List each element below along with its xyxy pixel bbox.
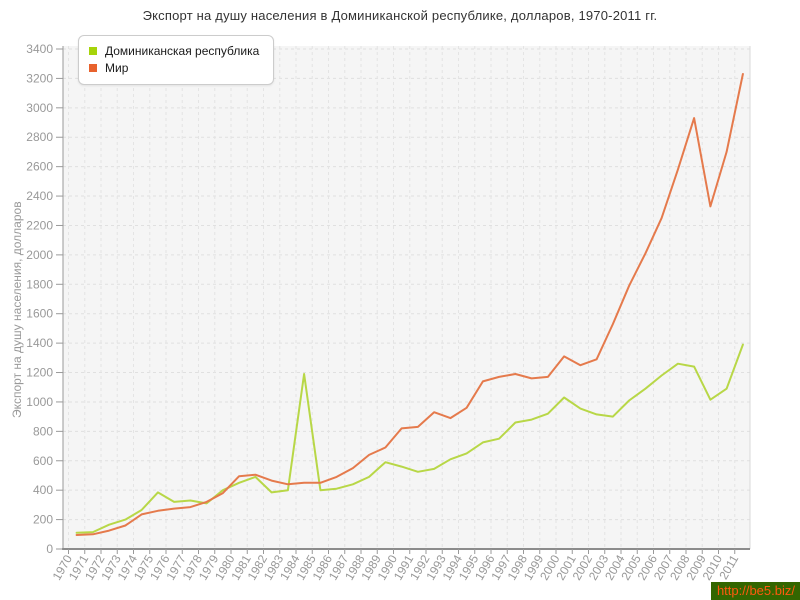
y-tick-label: 800 (33, 424, 53, 438)
y-tick-label: 1200 (26, 366, 53, 380)
y-tick-label: 600 (33, 454, 53, 468)
y-tick-label: 2200 (26, 218, 53, 232)
legend-item: Доминиканская республика (89, 44, 259, 58)
series-line-dominican-republic (75, 343, 744, 534)
y-tick-label: 2600 (26, 160, 53, 174)
y-tick-label: 3200 (26, 71, 53, 85)
y-tick-label: 2400 (26, 189, 53, 203)
legend-item: Мир (89, 61, 259, 75)
legend: Доминиканская республика Мир (78, 35, 275, 85)
y-tick-label: 2000 (26, 248, 53, 262)
legend-label: Мир (105, 61, 129, 75)
watermark-link[interactable]: http://be5.biz/ (710, 582, 800, 600)
series-line-world (75, 73, 744, 536)
legend-label: Доминиканская республика (105, 44, 260, 58)
y-tick-label: 1400 (26, 336, 53, 350)
legend-swatch-icon (89, 47, 97, 55)
y-tick-label: 1600 (26, 307, 53, 321)
chart-title: Экспорт на душу населения в Доминиканско… (142, 8, 658, 23)
y-tick-label: 400 (33, 483, 53, 497)
legend-swatch-icon (89, 64, 97, 72)
y-tick-label: 1800 (26, 277, 53, 291)
y-tick-label: 1000 (26, 395, 53, 409)
y-tick-label: 0 (46, 542, 53, 556)
plot-background (63, 46, 750, 549)
y-tick-label: 2800 (26, 130, 53, 144)
y-tick-label: 3000 (26, 101, 53, 115)
y-tick-label: 200 (33, 513, 53, 527)
y-tick-label: 3400 (26, 42, 53, 56)
